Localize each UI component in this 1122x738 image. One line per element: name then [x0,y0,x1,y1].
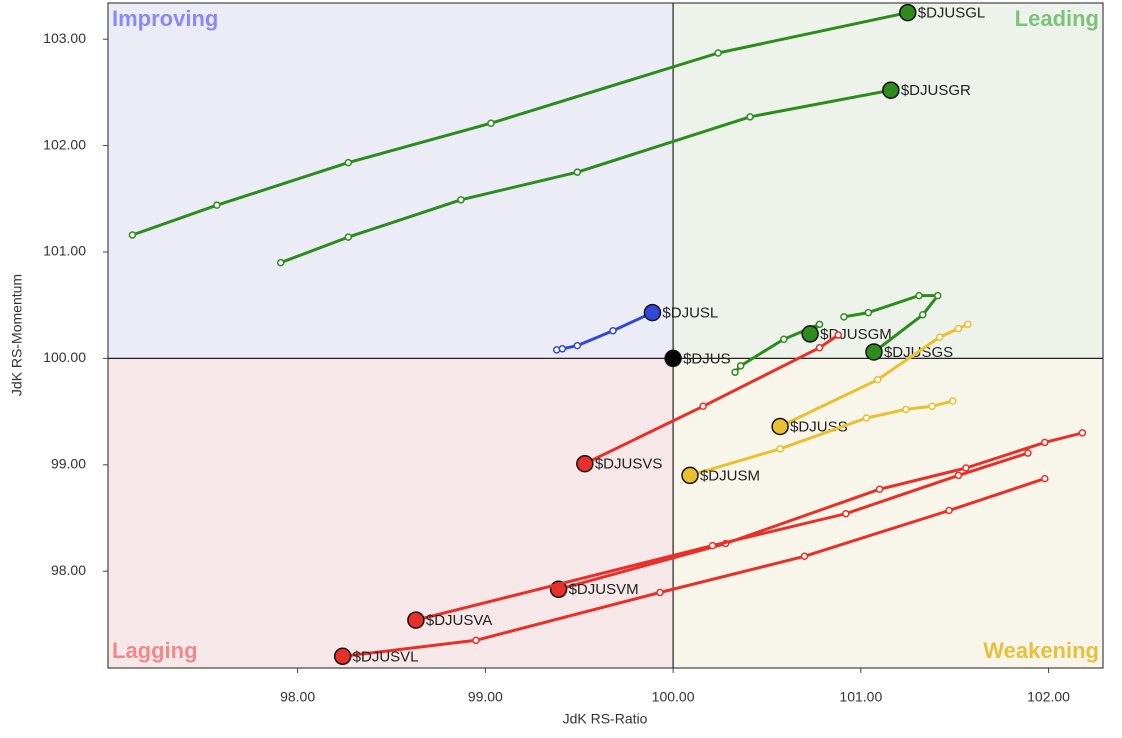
trail-point [949,397,957,405]
trail-point [935,333,944,341]
trail-point [1041,438,1049,447]
trail-point [344,158,353,167]
plot-frame [107,2,1104,669]
series-label: $DJUSL [662,305,718,322]
trail-point [714,49,722,57]
series-label: $DJUSVA [426,612,492,629]
y-tick-label: 103.00 [43,30,86,46]
trail-point [962,464,970,472]
trail-point [840,313,848,321]
trail-point [919,311,927,319]
trail-point [731,368,739,376]
head-marker [681,466,699,485]
y-axis-title: JdK RS-Momentum [9,274,25,396]
trail-point [128,231,137,239]
quadrant [673,358,1103,668]
quadrant-label: Improving [112,6,218,31]
trail-point [472,636,480,645]
trail-point [780,335,788,343]
series-label: $DJUSVM [569,581,639,598]
trail-point [902,405,910,414]
head-marker [576,454,594,473]
trail-point [815,320,824,329]
quadrant [108,358,674,668]
head-marker [899,3,917,22]
trail-point [699,402,707,411]
trail-point [746,113,754,121]
x-tick-label: 100.00 [652,689,695,705]
trail-point [800,552,809,561]
trail [583,333,840,466]
trail-point [954,471,963,480]
trail [279,88,893,265]
trail-point [344,233,353,241]
trail-point [558,345,567,353]
series-label: $DJUSGL [918,5,986,22]
y-tick-label: 99.00 [51,455,86,471]
y-tick-label: 100.00 [43,349,86,365]
quadrant-label: Lagging [112,638,198,663]
trail-point [864,308,873,317]
series-label: $DJUSVS [595,456,663,473]
trail-point [776,445,784,453]
trail-point [573,168,582,176]
series-label: $DJUSGR [901,82,971,99]
x-tick-label: 98.00 [280,689,315,705]
trail [130,11,910,237]
head-marker [865,343,883,361]
head-marker [882,81,900,99]
x-tick-label: 99.00 [468,689,503,705]
trail-point [842,509,850,518]
series-label: $DJUSVL [353,648,419,665]
head-marker [407,611,425,629]
trail-point [934,291,942,300]
series-label: $DJUSM [700,467,760,484]
trail-point [708,541,717,550]
x-tick-label: 101.00 [839,689,882,705]
y-tick-label: 101.00 [43,243,86,259]
trail-point [736,362,745,370]
series-label: $DJUS [683,350,731,367]
trail [341,477,1047,658]
trail-point [873,375,882,384]
head-marker [801,325,819,343]
quadrant-label: Leading [1015,6,1099,31]
quadrant [108,3,674,359]
trail-point [945,506,953,515]
x-tick-label: 102.00 [1027,689,1070,705]
trail-point [1041,474,1049,483]
trail-point [834,331,843,339]
trail-point [1078,429,1087,437]
trail-point [213,201,221,209]
trail-point [928,402,936,411]
trail-point [457,196,465,204]
x-axis-title: JdK RS-Ratio [563,711,648,727]
y-tick-label: 98.00 [51,562,86,578]
trail-point [964,320,972,329]
trail-point [276,258,285,267]
quadrant [673,3,1103,359]
trail-point [609,326,617,335]
head-marker [333,647,352,666]
trail-point [815,343,824,352]
trail-point [954,324,963,333]
trail-point [656,588,664,597]
trail [557,431,1084,591]
trail-point [862,414,871,422]
trail-point [487,119,495,127]
trail-point [875,485,884,493]
y-tick-label: 102.00 [43,136,86,152]
head-marker [643,303,662,322]
trail-point [573,341,582,350]
trail-point [915,291,923,300]
quadrant-label: Weakening [983,638,1099,663]
head-marker [771,417,789,436]
trail-point [1024,449,1032,457]
trail [842,294,940,354]
head-marker [664,349,682,368]
